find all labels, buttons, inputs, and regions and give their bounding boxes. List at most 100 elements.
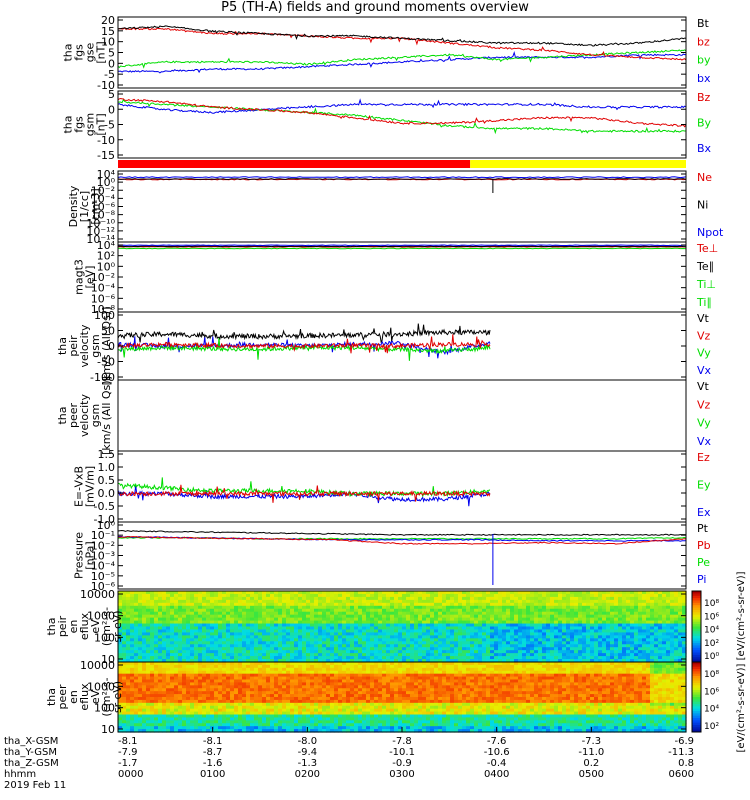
spectrogram-cell [450, 591, 455, 595]
spectrogram-cell [406, 614, 411, 619]
spectrogram-cell [450, 650, 455, 654]
spectrogram-cell [334, 673, 339, 678]
spectrogram-cell [610, 596, 615, 601]
spectrogram-cell [474, 635, 479, 639]
spectrogram-cell [418, 614, 423, 619]
spectrogram-cell [198, 605, 203, 610]
spectrogram-cell [158, 685, 163, 689]
spectrogram-cell [226, 708, 231, 713]
spectrogram-cell [358, 679, 363, 684]
spectrogram-cell [622, 620, 627, 625]
spectrogram-cell [338, 694, 343, 698]
spectrogram-cell [254, 611, 259, 616]
spectrogram-cell [178, 596, 183, 601]
spectrogram-cell [210, 611, 215, 616]
spectrogram-cell [390, 620, 395, 625]
spectrogram-cell [646, 638, 651, 642]
spectrogram-cell [130, 629, 135, 634]
spectrogram-cell [246, 611, 251, 616]
spectrogram-cell [610, 632, 615, 636]
spectrogram-cell [602, 626, 607, 631]
spectrogram-cell [366, 650, 371, 654]
spectrogram-cell [370, 717, 375, 721]
spectrogram-cell [158, 632, 163, 636]
spectrogram-cell [134, 635, 139, 639]
spectrogram-cell [366, 656, 371, 660]
spectrogram-cell [366, 623, 371, 628]
spectrogram-cell [430, 632, 435, 636]
spectrogram-cell [470, 623, 475, 628]
spectrogram-cell [186, 685, 191, 689]
spectrogram-cell [210, 620, 215, 625]
spectrogram-cell [122, 593, 127, 598]
spectrogram-cell [450, 599, 455, 604]
spectrogram-cell [374, 699, 379, 704]
spectrogram-cell [274, 653, 279, 657]
spectrogram-cell [482, 593, 487, 598]
spectrogram-cell [250, 593, 255, 598]
spectrogram-cell [234, 691, 239, 695]
spectrogram-cell [206, 653, 211, 657]
spectrogram-cell [362, 679, 367, 684]
spectrogram-cell [138, 614, 143, 619]
spectrogram-cell [206, 702, 211, 707]
spectrogram-cell [422, 653, 427, 657]
spectrogram-cell [198, 726, 203, 730]
spectrogram-cell [246, 596, 251, 601]
spectrogram-cell [642, 614, 647, 619]
spectrogram-cell [482, 647, 487, 651]
spectrogram-cell [126, 638, 131, 642]
spectrogram-cell [454, 644, 459, 648]
spectrogram-cell [150, 708, 155, 713]
spectrogram-cell [558, 650, 563, 654]
spectrogram-cell [270, 708, 275, 713]
spectrogram-cell [394, 591, 399, 595]
spectrogram-cell [602, 620, 607, 625]
spectrogram-cell [310, 688, 315, 692]
spectrogram-cell [170, 656, 175, 660]
spectrogram-cell [250, 620, 255, 625]
spectrogram-cell [134, 638, 139, 642]
spectrogram-cell [566, 653, 571, 657]
spectrogram-cell [222, 626, 227, 631]
spectrogram-cell [246, 641, 251, 645]
spectrogram-cell [430, 638, 435, 642]
spectrogram-cell [182, 596, 187, 601]
spectrogram-cell [202, 632, 207, 636]
spectrogram-cell [206, 662, 211, 666]
spectrogram-cell [390, 623, 395, 628]
spectrogram-cell [182, 702, 187, 707]
spectrogram-cell [174, 729, 179, 733]
spectrogram-cell [126, 591, 131, 595]
spectrogram-cell [446, 656, 451, 660]
spectrogram-cell [166, 667, 171, 672]
spectrogram-cell [230, 599, 235, 604]
spectrogram-cell [366, 670, 371, 675]
spectrogram-cell [366, 667, 371, 672]
spectrogram-cell [606, 638, 611, 642]
spectrogram-cell [486, 644, 491, 648]
spectrogram-cell [586, 650, 591, 654]
spectrogram-cell [342, 714, 347, 719]
spectrogram-cell [290, 685, 295, 689]
spectrogram-cell [230, 620, 235, 625]
spectrogram-cell [234, 726, 239, 730]
spectrogram-cell [226, 653, 231, 657]
spectrogram-cell [594, 653, 599, 657]
spectrogram-cell [322, 679, 327, 684]
spectrogram-cell [222, 662, 227, 666]
spectrogram-cell [366, 617, 371, 622]
spectrogram-cell [354, 659, 359, 663]
spectrogram-cell [262, 659, 267, 663]
spectrogram-cell [146, 682, 151, 686]
spectrogram-cell [366, 729, 371, 733]
spectrogram-cell [234, 659, 239, 663]
spectrogram-cell [194, 682, 199, 686]
spectrogram-cell [566, 593, 571, 598]
spectrogram-cell [346, 723, 351, 727]
spectrogram-cell [210, 599, 215, 604]
spectrogram-cell [290, 708, 295, 713]
spectrogram-cell [234, 664, 239, 669]
spectrogram-cell [182, 641, 187, 645]
spectrogram-cell [390, 653, 395, 657]
